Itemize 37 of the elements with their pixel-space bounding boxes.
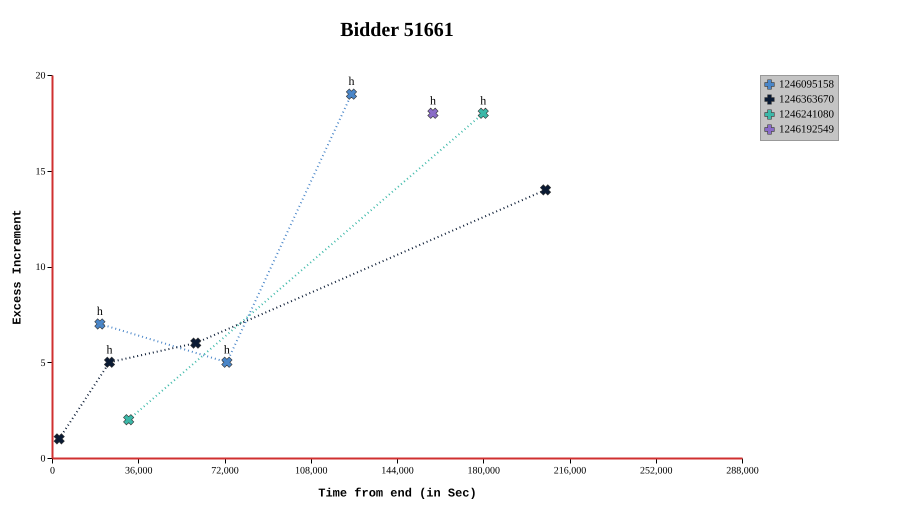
legend-label: 1246363670: [779, 94, 834, 106]
y-tick-label: 5: [40, 358, 46, 369]
point: [94, 318, 106, 330]
annotation: h: [106, 342, 112, 356]
point: [427, 108, 438, 119]
point: [478, 108, 489, 119]
y-tick-label: 0: [40, 454, 46, 464]
annotation: h: [224, 342, 230, 356]
legend-label: 1246192549: [779, 124, 834, 136]
annotation: h: [96, 304, 103, 318]
legend-label: 1246241080: [779, 108, 834, 120]
x-tick-label: 216,000: [554, 466, 586, 476]
x-tick-label: 108,000: [295, 466, 328, 476]
chart-title: Bidder 51661: [340, 19, 454, 41]
x-tick-label: 180,000: [468, 466, 500, 476]
x-tick-label: 36,000: [125, 466, 152, 476]
y-axis-title: Excess Increment: [10, 209, 24, 325]
point: [190, 338, 202, 349]
y-tick-label: 20: [36, 70, 46, 82]
x-tick-label: 0: [50, 466, 55, 476]
x-tick-label: 252,000: [640, 466, 672, 476]
legend-label: 1246095158: [779, 78, 834, 90]
y-tick-label: 10: [36, 262, 46, 273]
point: [221, 356, 232, 368]
point: [540, 184, 552, 196]
annotation: h: [480, 93, 486, 108]
x-tick-label: 144,000: [381, 466, 414, 476]
point: [123, 414, 134, 426]
annotation: h: [430, 93, 436, 108]
point: [104, 356, 115, 368]
x-tick-label: 288,000: [726, 466, 759, 476]
annotation: h: [348, 74, 354, 88]
point: [346, 88, 357, 100]
point: [54, 433, 65, 444]
y-tick-label: 15: [36, 166, 46, 178]
x-tick-label: 72,000: [211, 466, 239, 476]
x-axis-title: Time from end (in Sec): [318, 486, 477, 500]
